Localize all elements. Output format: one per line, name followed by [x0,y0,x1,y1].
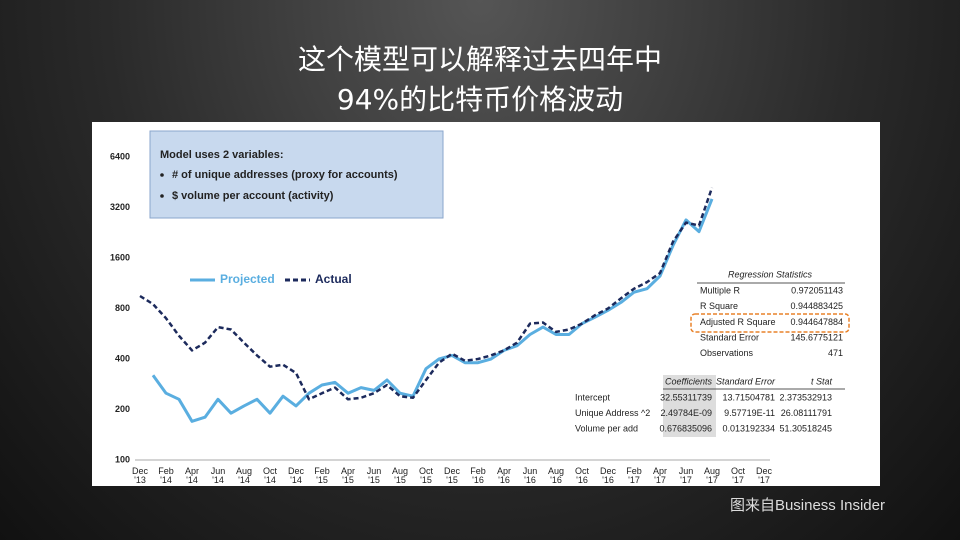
series-line [139,187,714,401]
table-label: Multiple R [700,285,741,295]
x-tick-label: Jun '17 [678,466,694,485]
x-tick-label: Oct '14 [262,466,277,485]
y-tick-label: 100 [115,454,130,464]
table-value: 0.972051143 [791,285,843,295]
table-value: 26.08111791 [781,408,832,418]
x-tick-label: Dec '15 [443,466,460,485]
x-tick-label: Apr '15 [340,466,355,485]
table-value: 32.55311739 [660,392,712,402]
x-tick-label: Aug '14 [235,466,252,485]
coef-bg [663,375,716,437]
table-header: Coefficients [665,376,713,386]
highlight-box [690,313,850,333]
x-tick-label: Oct '16 [574,466,589,485]
table-value: 2.49784E-09 [660,408,712,418]
x-tick-label: Dec '17 [755,466,772,485]
model-box [149,130,444,219]
x-tick-label: Apr '14 [184,466,199,485]
model-bullet: $ volume per account (activity) [172,190,334,202]
x-tick-label: Apr '17 [652,466,667,485]
table-value: 2.373532913 [779,392,832,402]
table-header: Standard Error [716,376,776,386]
y-tick-label: 1600 [110,252,130,262]
legend-label: Actual [315,272,352,286]
model-heading: Model uses 2 variables: [160,149,284,161]
table-value: 9.57719E-11 [724,408,775,418]
table-label: Observations [700,348,754,358]
table-value: 0.944883425 [790,301,843,311]
x-tick-label: Dec '13 [131,466,148,485]
x-tick-label: Oct '17 [730,466,745,485]
x-tick-label: Feb '15 [314,466,330,485]
table-value: 0.944647884 [790,317,843,327]
y-tick-label: 3200 [110,202,130,212]
x-tick-label: Jun '16 [522,466,538,485]
table-label: Standard Error [700,332,759,342]
table-label: Intercept [575,392,611,402]
legend-label: Projected [220,272,275,286]
table-value: 13.71504781 [722,392,775,402]
table-label: Unique Address ^2 [575,408,650,418]
table-value: 145.6775121 [790,332,843,342]
bullet [160,194,164,198]
x-tick-label: Jun '15 [366,466,382,485]
table-label: R Square [700,301,738,311]
x-tick-label: Aug '17 [703,466,720,485]
x-tick-label: Feb '16 [470,466,486,485]
x-tick-label: Dec '14 [287,466,304,485]
x-tick-label: Jun '14 [210,466,226,485]
x-tick-label: Aug '15 [391,466,408,485]
table-title: Regression Statistics [728,269,813,279]
x-tick-label: Dec '16 [599,466,616,485]
x-tick-label: Oct '15 [418,466,433,485]
table-value: 0.676835096 [659,423,712,433]
table-value: 51.30518245 [779,423,832,433]
y-tick-label: 200 [115,404,130,414]
bullet [160,173,164,177]
slide-title: 这个模型可以解释过去四年中 [297,43,662,76]
source: 图来自Business Insider [729,497,885,514]
x-tick-label: Feb '14 [158,466,174,485]
table-value: 471 [828,348,843,358]
x-tick-label: Feb '17 [626,466,642,485]
y-tick-label: 400 [115,353,130,363]
x-tick-label: Aug '16 [547,466,564,485]
x-tick-label: Apr '16 [496,466,511,485]
y-tick-label: 800 [115,303,130,313]
series-line [151,198,714,423]
y-tick-label: 6400 [110,151,130,161]
table-label: Volume per add [575,423,638,433]
table-value: 0.013192334 [722,423,775,433]
table-header: t Stat [811,376,833,386]
model-bullet: # of unique addresses (proxy for account… [172,169,398,181]
table-label: Adjusted R Square [700,317,776,327]
slide-title: 94%的比特币价格波动 [336,83,624,116]
